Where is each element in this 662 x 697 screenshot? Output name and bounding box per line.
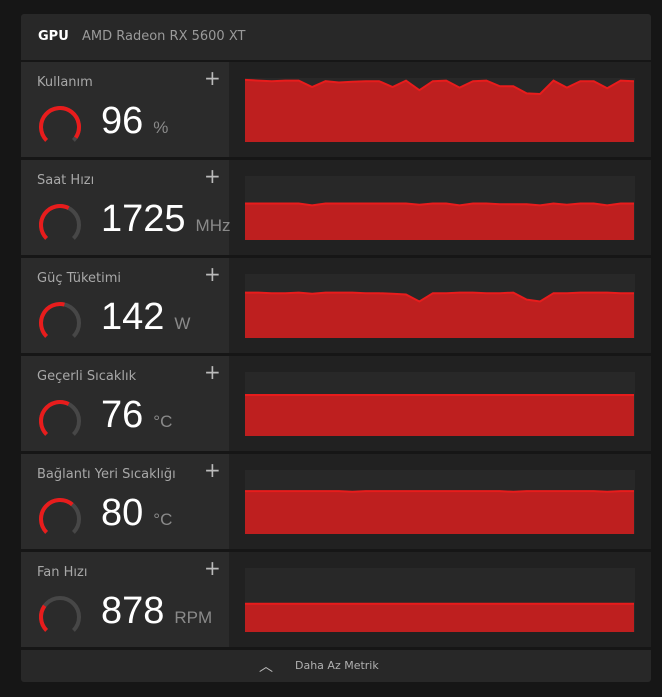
metric-label: Geçerli Sıcaklık: [37, 369, 137, 384]
gauge-fill: [39, 204, 70, 240]
add-icon[interactable]: +: [204, 262, 221, 286]
history-chart: [245, 470, 635, 534]
metric-row: Kullanım + 96%: [21, 62, 651, 157]
history-chart: [245, 78, 635, 142]
history-line: [245, 78, 635, 96]
metric-label: Kullanım: [37, 75, 93, 90]
metric-value-wrap: 80 °C: [101, 492, 172, 535]
history-area: [245, 603, 634, 632]
metric-row: Geçerli Sıcaklık + 76 °C: [21, 356, 651, 451]
gauge-track: [39, 596, 81, 632]
show-fewer-label: Daha Az Metrik: [295, 659, 379, 672]
history-chart: [245, 372, 635, 436]
gauge: [39, 400, 81, 436]
metric-summary: Saat Hızı + 1725 MHz: [21, 160, 231, 255]
panel-header: GPU AMD Radeon RX 5600 XT: [21, 14, 651, 60]
gauge-fill: [39, 302, 65, 338]
device-name: AMD Radeon RX 5600 XT: [82, 29, 246, 44]
metric-value: 878: [101, 590, 165, 632]
chevron-up-icon: ︿: [259, 659, 273, 675]
history-area: [245, 292, 634, 338]
gauge-fill: [39, 106, 81, 142]
metric-summary: Güç Tüketimi + 142 W: [21, 258, 229, 353]
history-line: [245, 202, 634, 207]
metric-value-wrap: 76 °C: [101, 394, 172, 437]
history-line: [245, 490, 634, 493]
history-area: [245, 395, 634, 436]
gauge: [39, 498, 81, 534]
metric-label: Fan Hızı: [37, 565, 88, 580]
gpu-metrics-panel: GPU AMD Radeon RX 5600 XT Kullanım + 96%…: [21, 14, 651, 682]
gauge-fill: [39, 604, 49, 632]
metric-summary: Fan Hızı + 878 RPM: [21, 552, 229, 647]
metric-summary: Bağlantı Yeri Sıcaklığı + 80 °C: [21, 454, 229, 549]
history-chart: [245, 274, 635, 338]
gauge: [39, 106, 81, 142]
metric-unit: %: [153, 118, 169, 137]
metric-value: 142: [101, 296, 165, 338]
add-icon[interactable]: +: [204, 556, 221, 580]
metric-value-wrap: 1725 MHz: [101, 198, 231, 241]
metric-row: Güç Tüketimi + 142 W: [21, 258, 651, 353]
metric-unit: MHz: [195, 216, 231, 235]
metric-value: 1725: [101, 198, 186, 240]
metric-value: 80: [101, 492, 144, 534]
history-chart: [245, 568, 635, 632]
metric-value-wrap: 878 RPM: [101, 590, 212, 633]
add-icon[interactable]: +: [204, 66, 221, 90]
metric-label: Saat Hızı: [37, 173, 95, 188]
gauge: [39, 596, 81, 632]
metric-value: 96: [101, 100, 144, 142]
gauge-fill: [39, 498, 74, 534]
metric-row: Bağlantı Yeri Sıcaklığı + 80 °C: [21, 454, 651, 549]
gauge: [39, 204, 81, 240]
history-area: [245, 491, 634, 534]
add-icon[interactable]: +: [204, 164, 221, 188]
add-icon[interactable]: +: [204, 458, 221, 482]
metric-label: Bağlantı Yeri Sıcaklığı: [37, 467, 176, 482]
metric-row: Saat Hızı + 1725 MHz: [21, 160, 651, 255]
metric-unit: W: [174, 314, 191, 333]
history-area: [245, 203, 634, 240]
history-chart: [245, 176, 635, 240]
metric-summary: Kullanım + 96%: [21, 62, 229, 157]
metric-row: Fan Hızı + 878 RPM: [21, 552, 651, 647]
show-fewer-metrics-button[interactable]: ︿ Daha Az Metrik: [21, 650, 651, 682]
metric-value-wrap: 96%: [101, 100, 168, 143]
history-line: [245, 291, 634, 303]
metric-value: 76: [101, 394, 144, 436]
metric-unit: °C: [153, 510, 173, 529]
metric-unit: °C: [153, 412, 173, 431]
metric-summary: Geçerli Sıcaklık + 76 °C: [21, 356, 229, 451]
gauge-fill: [39, 400, 70, 436]
gpu-tab[interactable]: GPU: [38, 29, 69, 44]
metric-unit: RPM: [174, 608, 213, 627]
history-area: [245, 79, 634, 142]
add-icon[interactable]: +: [204, 360, 221, 384]
metric-label: Güç Tüketimi: [37, 271, 122, 286]
metric-value-wrap: 142 W: [101, 296, 190, 339]
gauge: [39, 302, 81, 338]
